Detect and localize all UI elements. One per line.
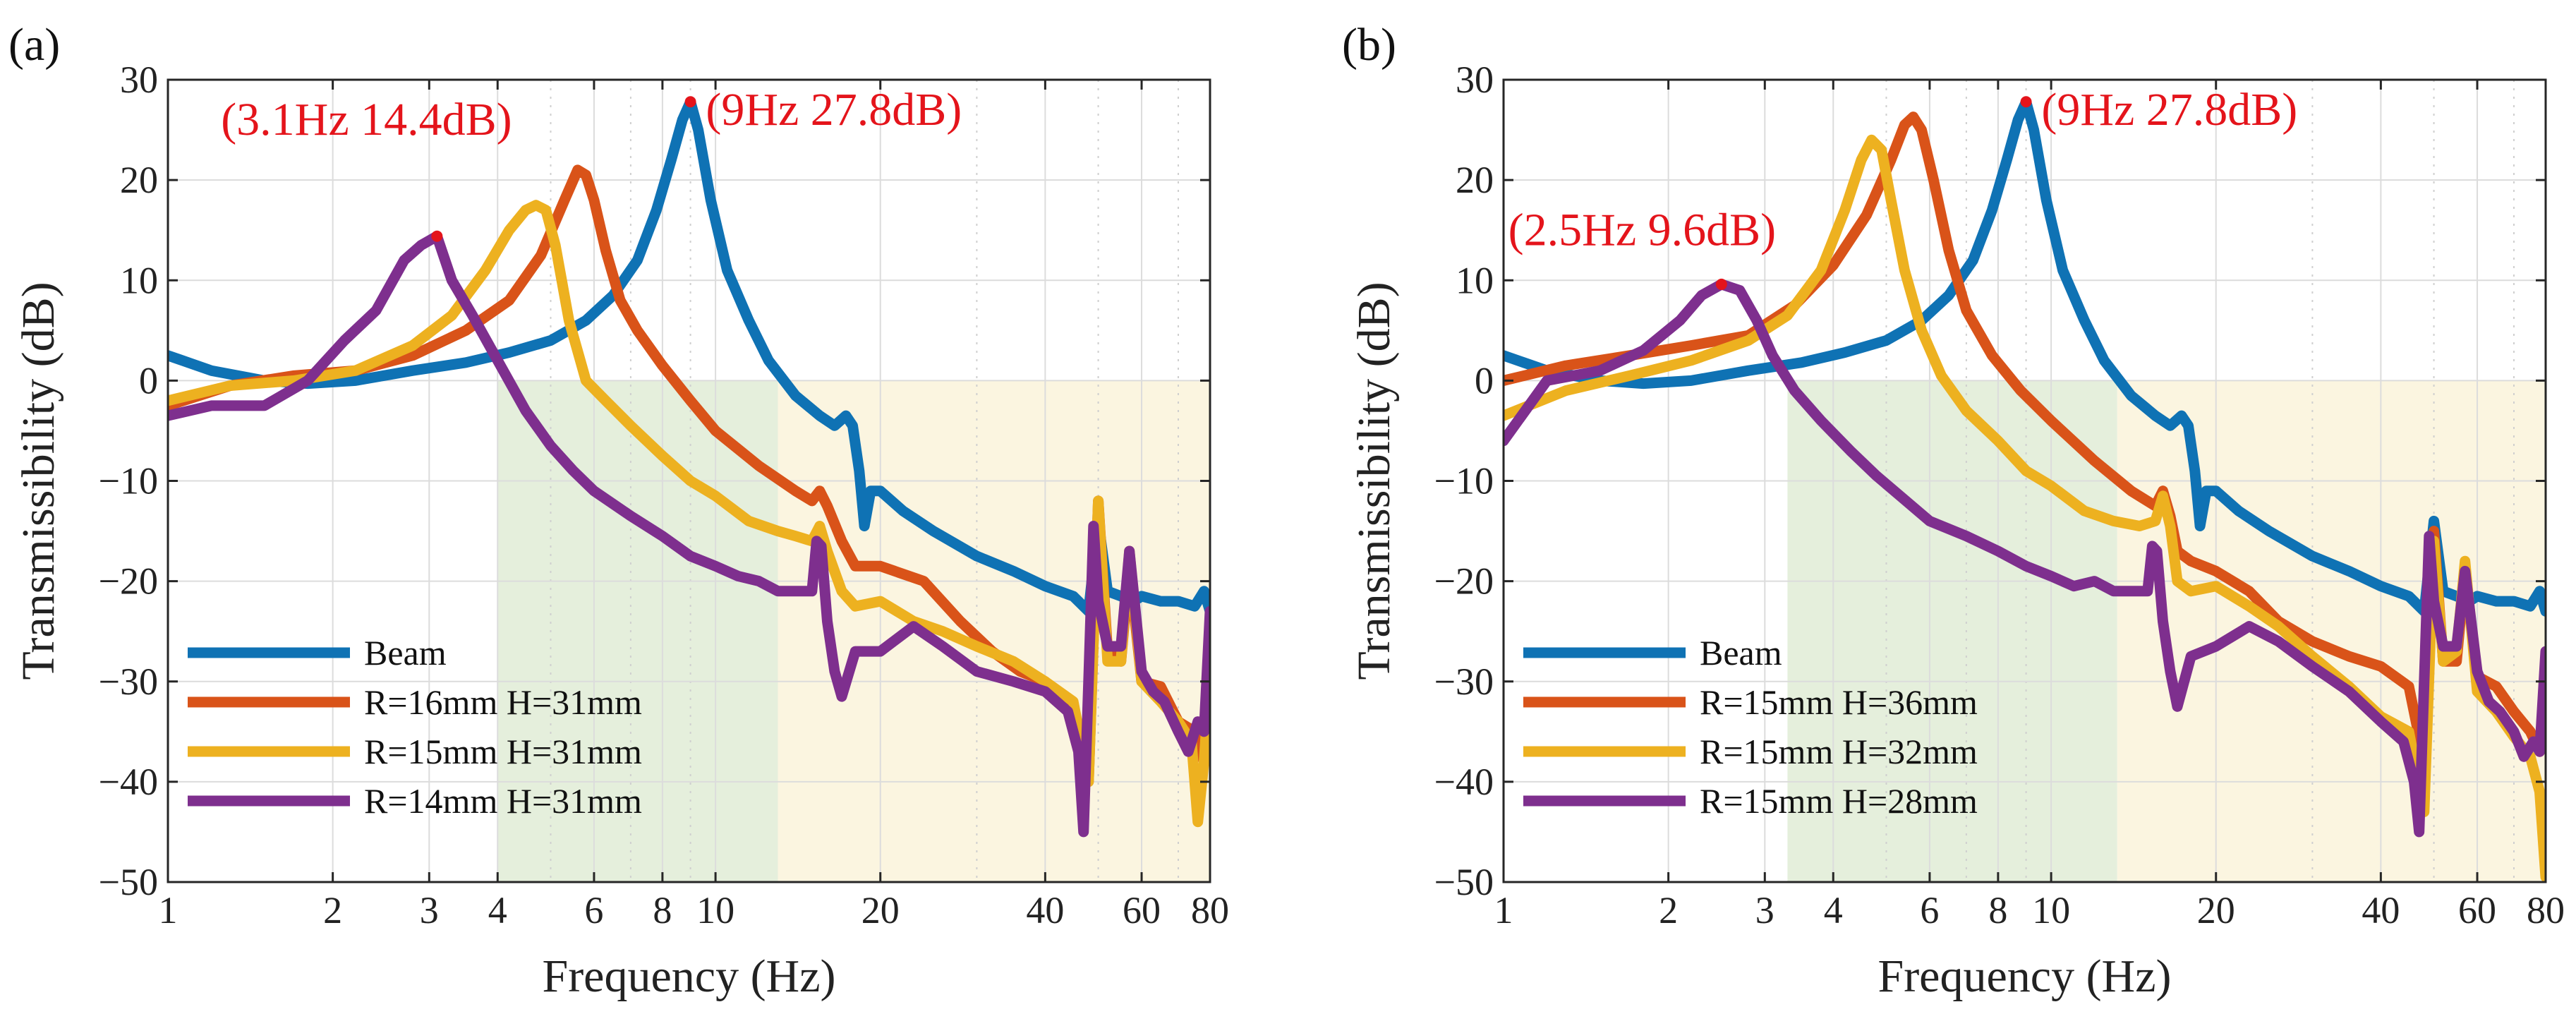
y-tick-label: 10 bbox=[1456, 259, 1494, 301]
y-tick-label: 0 bbox=[1475, 359, 1494, 402]
y-axis-label: Transmissibility (dB) bbox=[1348, 282, 1400, 680]
y-tick-label: 0 bbox=[139, 359, 158, 402]
series-line-3 bbox=[1504, 134, 2546, 882]
peak-marker bbox=[431, 230, 443, 242]
series-line-1 bbox=[1504, 96, 2546, 617]
x-tick-label: 4 bbox=[488, 889, 507, 931]
y-tick-label: −40 bbox=[99, 761, 158, 803]
x-tick-label: 10 bbox=[696, 889, 734, 931]
y-tick-label: −10 bbox=[1434, 460, 1494, 502]
y-tick-label: −30 bbox=[99, 660, 158, 703]
y-tick-label: −50 bbox=[1434, 861, 1494, 903]
legend-label-3: R=15mm H=32mm bbox=[1700, 732, 1978, 771]
series-line-4 bbox=[168, 231, 1210, 838]
x-tick-label: 8 bbox=[653, 889, 672, 931]
x-tick-label: 40 bbox=[1026, 889, 1064, 931]
frequency-band-1 bbox=[1787, 380, 2117, 882]
series-line-1 bbox=[168, 96, 1210, 617]
y-tick-label: −10 bbox=[99, 460, 158, 502]
legend-label-4: R=14mm H=31mm bbox=[364, 781, 642, 821]
frequency-band-2 bbox=[2117, 380, 2546, 882]
x-tick-label: 2 bbox=[323, 889, 342, 931]
x-tick-label: 2 bbox=[1659, 889, 1678, 931]
x-tick-label: 60 bbox=[2458, 889, 2496, 931]
frequency-band-1 bbox=[497, 380, 778, 882]
frequency-band-2 bbox=[778, 380, 1210, 882]
y-tick-label: 30 bbox=[120, 59, 158, 101]
legend-label-2: R=15mm H=36mm bbox=[1700, 682, 1978, 722]
panel-b: 1 2 3 4 6 8 10 20 40 60 80 −50 −40 −30 −20 −10 0 10 20 30 Fr… bbox=[1342, 19, 2565, 1002]
y-tick-label: −30 bbox=[1434, 660, 1494, 703]
legend-label-1: Beam bbox=[1700, 633, 1782, 672]
peak-annotation-2: (9Hz 27.8dB) bbox=[2041, 84, 2297, 135]
peak-annotation-1: (2.5Hz 9.6dB) bbox=[1508, 205, 1776, 256]
y-tick-label: −20 bbox=[1434, 560, 1494, 603]
x-tick-label: 10 bbox=[2032, 889, 2070, 931]
peak-marker bbox=[684, 96, 696, 108]
peak-annotation-1: (3.1Hz 14.4dB) bbox=[221, 94, 512, 145]
y-tick-label: 20 bbox=[120, 159, 158, 201]
x-tick-label: 60 bbox=[1123, 889, 1161, 931]
peak-annotation-2: (9Hz 27.8dB) bbox=[706, 84, 962, 135]
peak-marker bbox=[2020, 96, 2032, 108]
x-tick-label: 6 bbox=[1920, 889, 1939, 931]
y-tick-label: −20 bbox=[99, 560, 158, 603]
x-tick-label: 80 bbox=[1191, 889, 1229, 931]
y-tick-label: 10 bbox=[120, 259, 158, 301]
legend: Beam R=15mm H=36mm R=15mm H=32mm R=15mm H=2… bbox=[1523, 633, 1978, 821]
x-tick-label: 1 bbox=[159, 889, 178, 931]
x-axis-label: Frequency (Hz) bbox=[543, 950, 836, 1002]
x-tick-label: 8 bbox=[1988, 889, 2007, 931]
x-tick-label: 1 bbox=[1494, 889, 1513, 931]
x-tick-label: 4 bbox=[1824, 889, 1843, 931]
y-axis-label: Transmissibility (dB) bbox=[13, 282, 64, 680]
series-line-4 bbox=[1504, 279, 2546, 838]
x-tick-label: 20 bbox=[861, 889, 900, 931]
x-tick-label: 20 bbox=[2197, 889, 2235, 931]
peak-marker bbox=[1715, 278, 1727, 290]
y-tick-label: 30 bbox=[1456, 59, 1494, 101]
panel-label: (a) bbox=[8, 19, 60, 71]
y-tick-label: 20 bbox=[1456, 159, 1494, 201]
legend-label-2: R=16mm H=31mm bbox=[364, 682, 642, 722]
panel-label: (b) bbox=[1342, 19, 1396, 71]
x-tick-label: 40 bbox=[2362, 889, 2400, 931]
x-tick-label: 80 bbox=[2527, 889, 2565, 931]
legend-label-4: R=15mm H=28mm bbox=[1700, 781, 1978, 821]
legend-label-1: Beam bbox=[364, 633, 447, 672]
panel-a: 1 2 3 4 6 8 10 20 40 60 80 −50 −40 −30 −20 −10 0 10 20 30 Fr… bbox=[8, 19, 1229, 1002]
legend: Beam R=16mm H=31mm R=15mm H=31mm R=14mm H=3… bbox=[188, 633, 642, 821]
y-tick-label: −50 bbox=[99, 861, 158, 903]
x-tick-label: 3 bbox=[420, 889, 439, 931]
y-tick-label: −40 bbox=[1434, 761, 1494, 803]
legend-label-3: R=15mm H=31mm bbox=[364, 732, 642, 771]
x-axis-label: Frequency (Hz) bbox=[1878, 950, 2172, 1002]
x-tick-label: 3 bbox=[1755, 889, 1774, 931]
x-tick-label: 6 bbox=[584, 889, 603, 931]
